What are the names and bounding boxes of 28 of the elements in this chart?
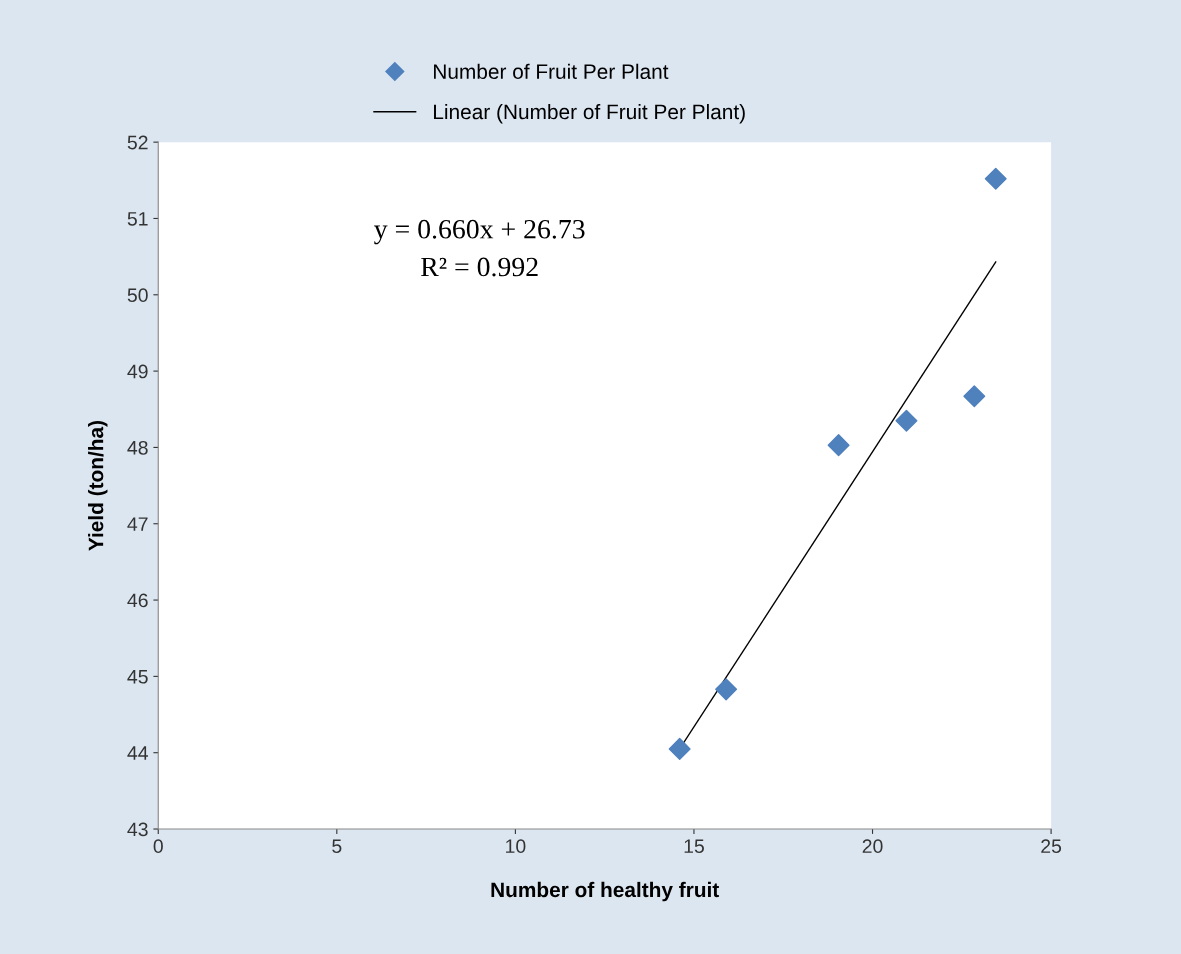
y-tick-label: 51 [127,212,148,226]
point [963,385,986,408]
annotation: y = 0.660x + 26.73 [374,219,585,245]
legend-label: Number of Fruit Per Plant [434,63,669,80]
y-tick-label: 52 [127,135,148,150]
y-tick-label: 46 [127,593,148,608]
x-tick-label: 0 [153,839,163,854]
y-tick-label: 48 [127,440,148,455]
x-tick-label: 15 [684,839,704,854]
annotation: R² = 0.992 [421,257,538,277]
point [895,409,918,432]
x-tick-label: 5 [332,839,342,854]
legend-label: Linear (Number of Fruit Per Plant) [434,103,745,124]
y-tick-label: 50 [127,288,148,303]
y-tick-label: 49 [127,364,148,379]
x-tick-label: 10 [506,839,526,854]
x-tick-label: 25 [1041,839,1062,854]
point [827,434,850,457]
y-tick-label: 44 [127,746,148,760]
y-axis-title: Yield (ton/ha) [88,421,108,551]
y-tick-label: 45 [127,670,148,684]
point [668,737,691,760]
point [715,678,738,701]
point [984,167,1007,190]
y-tick-label: 43 [127,822,148,837]
x-axis-title: Number of healthy fruit [491,881,720,902]
x-tick-label: 20 [862,839,883,854]
y-tick-label: 47 [127,517,148,531]
